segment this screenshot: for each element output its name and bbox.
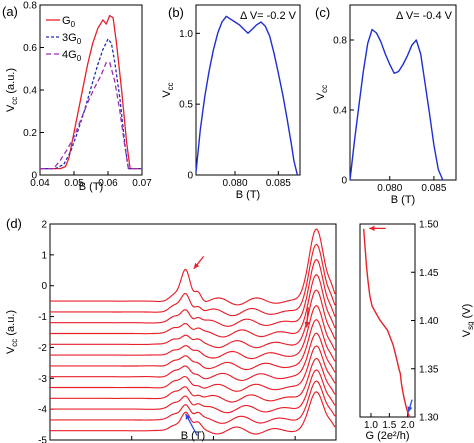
panel-a-series-1 [40,38,142,170]
panel-e-ytick-label: 1.40 [419,316,439,327]
panel-d-trace-1 [50,243,336,317]
panel-a-ylabel: Vcc (a.u.) [5,68,19,112]
panel-d-trace-9 [50,357,336,403]
panel-c-series [349,28,444,181]
panel-e-ytick-label: 1.50 [419,220,439,231]
panel-d-trace-0 [50,228,336,306]
panel-d-trace-12 [50,391,336,435]
panel-e-xlabel: G (2e²/h) [365,430,409,442]
panel-d-ytick-label: 0 [41,281,47,292]
panel-d-ytick-label: 2 [41,220,47,231]
panel-c-ylabel: Vcc [315,85,329,100]
panel-a-ytick-label: 0.2 [23,128,37,139]
panel-a-xtick-label: 0.06 [98,178,118,189]
panel-b-label: (b) [168,5,184,20]
panel-d-arrow-red-1-head [193,262,200,269]
panel-d-trace-4 [50,289,336,349]
panel-d-ytick-label: -5 [38,436,47,443]
panel-a-series-0 [40,14,142,170]
panel-d-trace-11 [50,380,336,424]
panel-a-frame [39,4,143,176]
panel-a-ytick-label: 0.4 [23,86,37,97]
panel-e-frame [359,223,416,418]
panel-a-legend-label: 4G0 [62,49,82,63]
panel-a-xtick-label: 0.07 [132,178,152,189]
panel-b-frame [195,4,301,176]
panel-e-series [363,228,411,418]
panel-c-annotation: Δ V= -0.4 V [396,10,453,22]
panel-c-xtick-label: 0.080 [377,183,402,194]
panel-d-arrow-blue-head [185,413,191,420]
panel-c-frame [349,4,457,181]
panel-b-ytick-label: 0.5 [179,100,193,111]
panel-e-xtick-label: 2.0 [401,420,415,431]
panel-d-ytick-label: 1 [41,250,47,261]
panel-c-ytick-label: 0.8 [333,36,347,47]
panel-d-trace-6 [50,319,336,371]
panel-d-ytick-label: -1 [38,312,47,323]
panel-b-xtick-label: 0.085 [266,178,291,189]
panel-e-ytick-label: 1.30 [419,413,439,424]
panel-d-trace-3 [50,274,336,338]
panel-b-ylabel: Vcc [161,82,175,97]
panel-a-ytick-label: 0 [31,171,37,182]
panel-e-arrow-red-head [369,225,375,231]
panel-d-label: (d) [6,216,22,231]
panel-d-trace-10 [50,369,336,414]
panel-c-ytick-label: 0.4 [333,106,347,117]
panel-b-series [195,15,299,176]
panel-d-ylabel: Vcc (a.u.) [5,310,19,354]
panel-a-series-2 [40,61,142,170]
panel-d-frame [49,223,337,441]
panel-e-arrow-blue-head [407,406,413,413]
panel-d-trace-7 [50,332,336,381]
panel-a-label: (a) [2,4,18,19]
panel-d-trace-5 [50,305,336,360]
panel-d-ytick-label: -2 [38,343,47,354]
panel-a-legend-label: G0 [62,15,76,29]
panel-d-ytick-label: -3 [38,374,47,385]
panel-a-ytick-label: 0.6 [23,43,37,54]
panel-b-xlabel: B (T) [236,189,260,201]
panel-e-ylabel: Vsg (V) [461,304,474,338]
panel-b-annotation: Δ V= -0.2 V [240,10,297,22]
panel-a-xtick-label: 0.05 [64,178,84,189]
panel-c-xtick-label: 0.085 [421,183,446,194]
panel-a-xtick-label: 0.04 [30,178,50,189]
panel-d-arrow-red-2-head [304,321,310,328]
panel-b-ytick-label: 0 [187,171,193,182]
panel-e-ytick-label: 1.45 [419,268,439,279]
panel-b-ytick-label: 1.0 [179,29,193,40]
panel-b-xtick-label: 0.080 [222,178,247,189]
panel-a-xlabel: B (T) [79,181,103,193]
panel-a-ytick-label: 0.8 [23,1,37,12]
panel-c-xlabel: B (T) [391,194,415,206]
panel-d-ytick-label: -4 [38,405,47,416]
panel-c-ytick-label: 0 [341,176,347,187]
panel-e-xtick-label: 1.0 [364,420,378,431]
panel-d-xlabel: B (T) [181,430,205,442]
panel-c-label: (c) [315,5,330,20]
panel-a-legend-label: 3G0 [62,32,82,46]
panel-e-xtick-label: 1.5 [382,420,396,431]
panel-e-ytick-label: 1.35 [419,364,439,375]
panel-d-trace-8 [50,345,336,392]
panel-d-trace-2 [50,258,336,327]
